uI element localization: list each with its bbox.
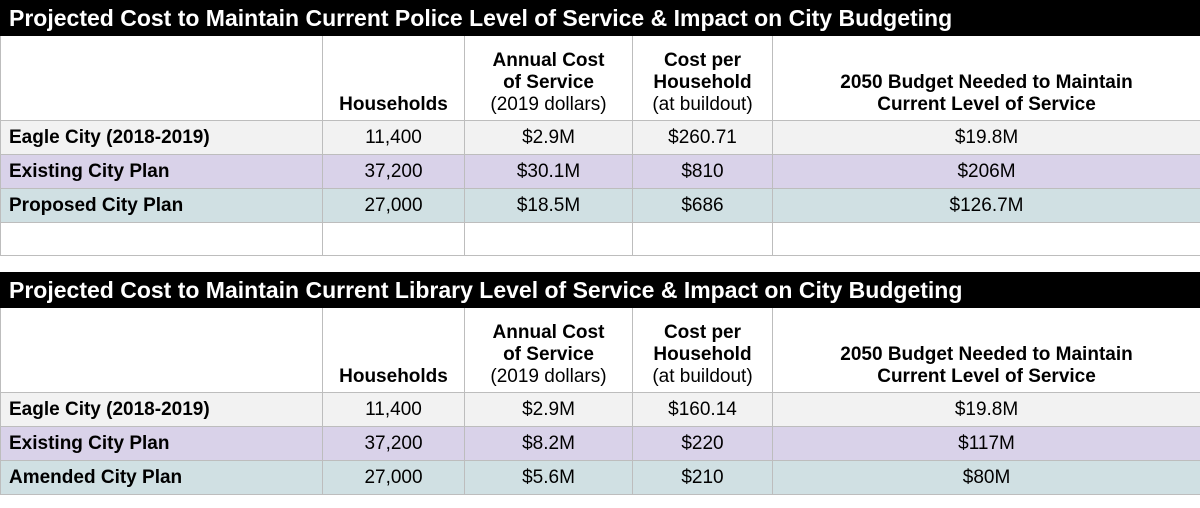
cell-annual-cost: $2.9M — [464, 392, 633, 427]
cell-2050-budget: $206M — [771, 154, 1200, 189]
header-annual-cost: Annual Cost of Service (2019 dollars) — [464, 35, 633, 121]
table-row: Existing City Plan 37,200 $8.2M $220 $11… — [0, 426, 1200, 461]
cell-annual-cost: $5.6M — [464, 460, 633, 495]
cell-households: 27,000 — [322, 188, 465, 223]
table-row: Proposed City Plan 27,000 $18.5M $686 $1… — [0, 188, 1200, 223]
header-blank-cell — [0, 35, 323, 121]
header-budget-line2: Current Level of Service — [877, 94, 1096, 115]
cell-annual-cost: $2.9M — [464, 120, 633, 155]
row-name: Amended City Plan — [0, 460, 323, 495]
cell-households: 27,000 — [322, 460, 465, 495]
police-cost-table: Projected Cost to Maintain Current Polic… — [0, 0, 1200, 256]
cell-cost-per-household: $210 — [632, 460, 773, 495]
header-households-label: Households — [339, 366, 448, 387]
cell-households: 37,200 — [322, 154, 465, 189]
header-annual-cost: Annual Cost of Service (2019 dollars) — [464, 307, 633, 393]
cell-annual-cost: $30.1M — [464, 154, 633, 189]
header-cph-line3: (at buildout) — [652, 366, 753, 387]
table-row: Eagle City (2018-2019) 11,400 $2.9M $160… — [0, 392, 1200, 427]
header-budget-line1: 2050 Budget Needed to Maintain — [840, 344, 1133, 365]
header-annual-line1: Annual Cost — [492, 322, 605, 343]
cell-2050-budget: $80M — [771, 460, 1200, 495]
header-cph-line1: Cost per — [663, 50, 742, 71]
cell-households: 37,200 — [322, 426, 465, 461]
header-annual-line2: of Service — [503, 344, 594, 365]
row-name: Eagle City (2018-2019) — [0, 392, 323, 427]
police-table-title: Projected Cost to Maintain Current Polic… — [0, 0, 1200, 36]
row-name: Eagle City (2018-2019) — [0, 120, 323, 155]
header-annual-line1: Annual Cost — [492, 50, 605, 71]
cell-cost-per-household: $810 — [632, 154, 773, 189]
header-budget-line1: 2050 Budget Needed to Maintain — [840, 72, 1133, 93]
header-annual-line3: (2019 dollars) — [490, 366, 607, 387]
empty-row — [0, 222, 1200, 256]
header-annual-line3: (2019 dollars) — [490, 94, 607, 115]
table-row: Existing City Plan 37,200 $30.1M $810 $2… — [0, 154, 1200, 189]
table-row: Amended City Plan 27,000 $5.6M $210 $80M — [0, 460, 1200, 495]
cell-2050-budget: $19.8M — [771, 120, 1200, 155]
header-cost-per-household: Cost per Household (at buildout) — [632, 307, 773, 393]
cell-2050-budget: $117M — [771, 426, 1200, 461]
header-cost-per-household: Cost per Household (at buildout) — [632, 35, 773, 121]
table-title-row: Projected Cost to Maintain Current Libra… — [0, 272, 1200, 308]
cell-households: 11,400 — [322, 392, 465, 427]
cell-2050-budget: $126.7M — [771, 188, 1200, 223]
cell-cost-per-household: $260.71 — [632, 120, 773, 155]
cell-2050-budget: $19.8M — [771, 392, 1200, 427]
header-cph-line1: Cost per — [663, 322, 742, 343]
header-annual-line2: of Service — [503, 72, 594, 93]
row-name: Existing City Plan — [0, 154, 323, 189]
header-row: Households Annual Cost of Service (2019 … — [0, 35, 1200, 121]
header-cph-line3: (at buildout) — [652, 94, 753, 115]
header-budget-line2: Current Level of Service — [877, 366, 1096, 387]
cell-cost-per-household: $160.14 — [632, 392, 773, 427]
header-2050-budget: 2050 Budget Needed to Maintain Current L… — [771, 35, 1200, 121]
header-2050-budget: 2050 Budget Needed to Maintain Current L… — [771, 307, 1200, 393]
cell-annual-cost: $8.2M — [464, 426, 633, 461]
header-row: Households Annual Cost of Service (2019 … — [0, 307, 1200, 393]
cell-annual-cost: $18.5M — [464, 188, 633, 223]
library-cost-table: Projected Cost to Maintain Current Libra… — [0, 272, 1200, 495]
table-title-row: Projected Cost to Maintain Current Polic… — [0, 0, 1200, 36]
cell-cost-per-household: $220 — [632, 426, 773, 461]
row-name: Existing City Plan — [0, 426, 323, 461]
header-households: Households — [322, 35, 465, 121]
library-table-title: Projected Cost to Maintain Current Libra… — [0, 272, 1200, 308]
header-households: Households — [322, 307, 465, 393]
header-cph-line2: Household — [653, 72, 752, 93]
cell-cost-per-household: $686 — [632, 188, 773, 223]
header-households-label: Households — [339, 94, 448, 115]
row-name: Proposed City Plan — [0, 188, 323, 223]
table-row: Eagle City (2018-2019) 11,400 $2.9M $260… — [0, 120, 1200, 155]
cell-households: 11,400 — [322, 120, 465, 155]
header-blank-cell — [0, 307, 323, 393]
header-cph-line2: Household — [653, 344, 752, 365]
